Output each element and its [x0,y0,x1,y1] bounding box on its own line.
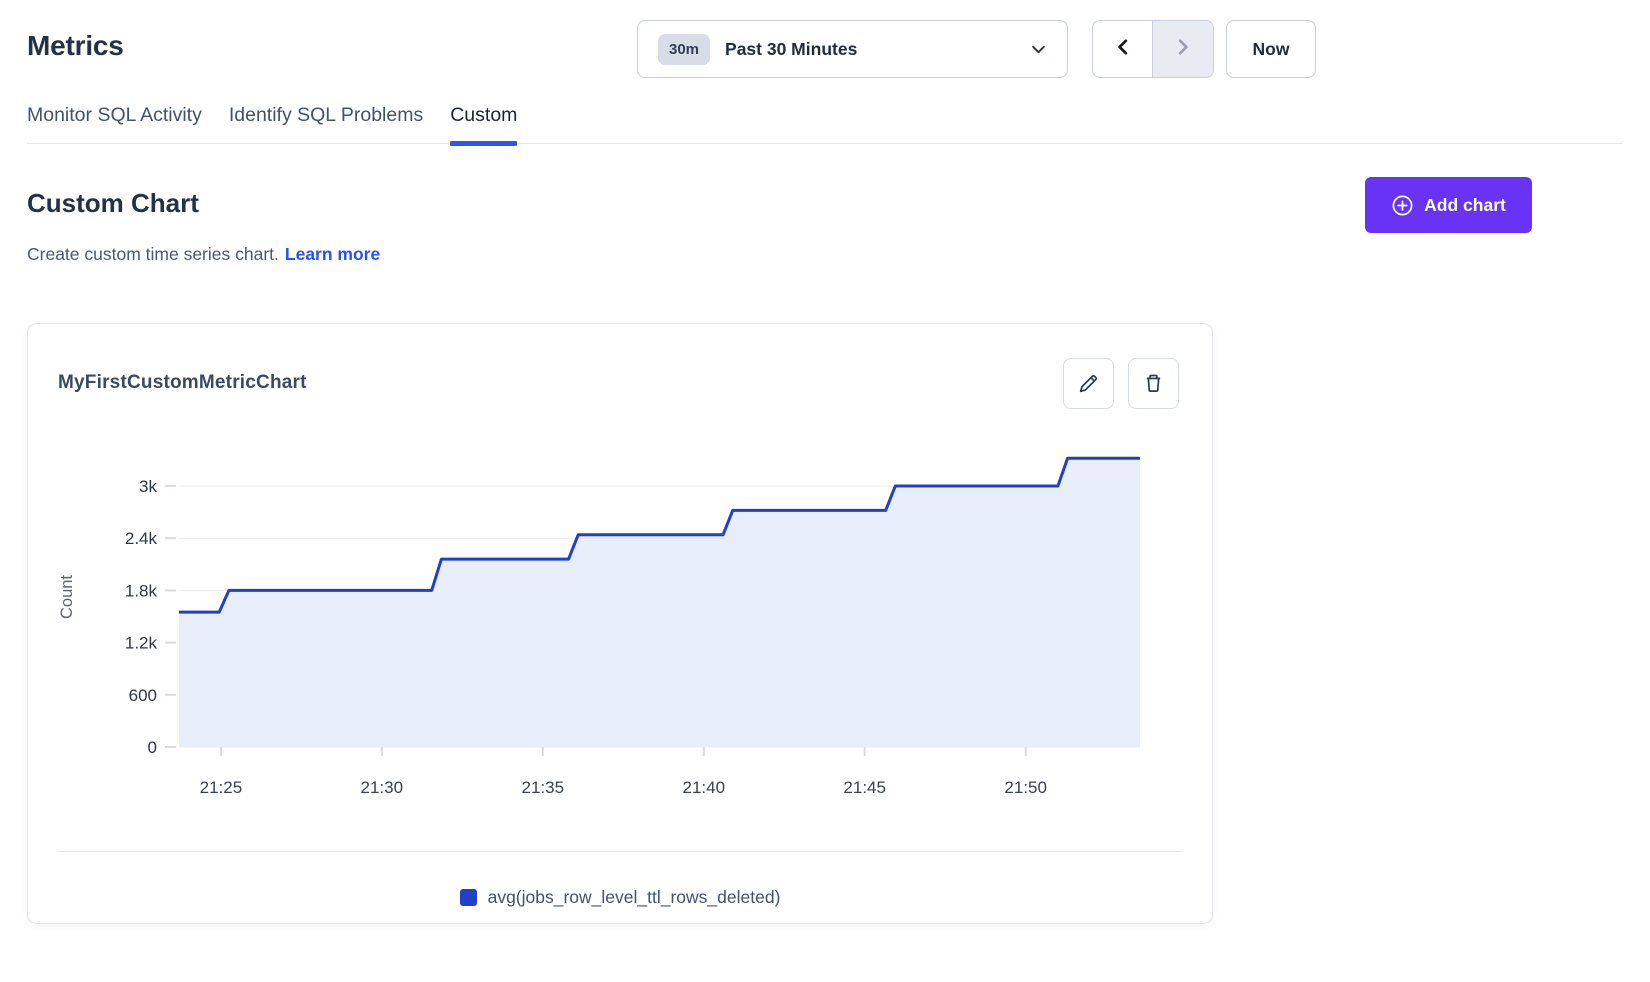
chevron-right-icon [1174,38,1192,61]
svg-text:21:45: 21:45 [843,778,886,797]
time-range-dropdown[interactable]: 30m Past 30 Minutes [637,20,1068,78]
svg-text:1.2k: 1.2k [125,634,158,653]
svg-text:Count: Count [58,575,76,619]
subtitle-text: Create custom time series chart. [27,244,279,264]
svg-text:21:40: 21:40 [683,778,726,797]
tab-monitor-sql-activity[interactable]: Monitor SQL Activity [27,104,202,143]
chevron-left-icon [1114,38,1132,61]
svg-text:600: 600 [129,686,157,705]
card-divider [58,851,1182,852]
time-range-label: Past 30 Minutes [725,39,857,60]
svg-text:21:25: 21:25 [200,778,243,797]
time-series-chart[interactable]: 0 600 1.2k 1.8k 2.4k 3k 21:25 21:30 21:35 21:40 21… [28,416,1214,816]
time-next-button-disabled[interactable] [1153,21,1213,77]
svg-text:21:35: 21:35 [522,778,565,797]
trash-icon [1142,372,1165,395]
tab-identify-sql-problems[interactable]: Identify SQL Problems [229,104,423,143]
delete-chart-button[interactable] [1128,358,1179,409]
svg-text:21:30: 21:30 [361,778,404,797]
custom-chart-card: MyFirstCustomMetricChart 0 600 1.2k 1.8k 2.4… [27,323,1213,924]
edit-chart-button[interactable] [1063,358,1114,409]
tab-custom[interactable]: Custom [450,104,517,143]
svg-text:3k: 3k [139,477,157,496]
now-button[interactable]: Now [1226,20,1316,78]
svg-text:21:50: 21:50 [1004,778,1047,797]
legend-swatch [460,889,477,906]
svg-text:1.8k: 1.8k [125,581,158,600]
time-range-badge: 30m [658,34,710,65]
legend-label: avg(jobs_row_level_ttl_rows_deleted) [488,887,781,908]
pencil-icon [1077,372,1100,395]
svg-text:0: 0 [148,738,157,757]
time-prev-button[interactable] [1093,21,1153,77]
metrics-page: Metrics 30m Past 30 Minutes Now Monitor … [0,0,1650,982]
page-title: Metrics [27,30,124,62]
chart-legend: avg(jobs_row_level_ttl_rows_deleted) [28,877,1212,917]
svg-text:2.4k: 2.4k [125,529,158,548]
add-chart-button[interactable]: Add chart [1365,177,1532,233]
add-chart-label: Add chart [1424,195,1506,216]
section-subtitle: Create custom time series chart. Learn mo… [27,244,380,265]
section-heading: Custom Chart [27,188,199,219]
chevron-down-icon [1030,41,1047,58]
learn-more-link[interactable]: Learn more [285,244,380,264]
chart-title: MyFirstCustomMetricChart [58,372,307,394]
tabs-row: Monitor SQL Activity Identify SQL Proble… [27,104,1623,144]
time-nav-group [1092,20,1214,78]
plus-circle-icon [1391,194,1414,217]
